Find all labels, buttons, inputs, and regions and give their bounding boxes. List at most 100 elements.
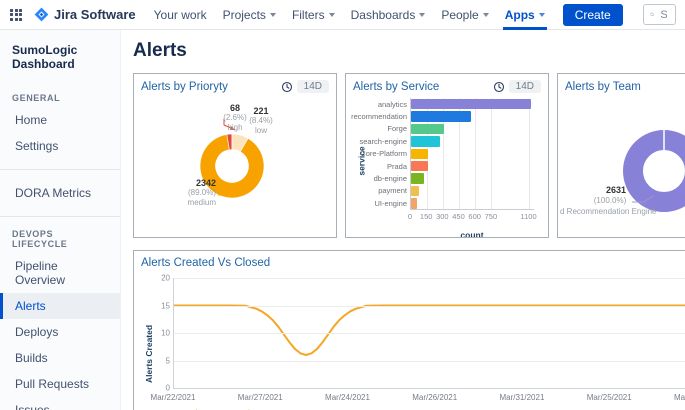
bar-row-analytics: analytics [378,98,534,110]
bar-row-db-engine: db-engine [374,172,534,184]
bar-track [411,123,534,135]
gridline [174,360,685,362]
bar-category-label: recommendation [351,112,407,122]
donut-slice-medium[interactable] [199,134,265,199]
bar-row-recommendation: recommendation [351,110,534,122]
x-tick-label: Mar/27/2021 [237,393,283,402]
topnav-item-projects[interactable]: Projects [215,0,284,30]
sidebar-divider [0,169,120,170]
series-line-alertscreated [174,306,685,356]
donut-slice-d-recommendation-engine[interactable] [623,130,685,212]
gridline [174,278,685,279]
topnav-menu: Your work Projects Filters Dashboards People… [146,0,553,30]
bar-row-core-platform: Core-Platform [360,148,534,160]
sidebar-item-dora-metrics[interactable]: DORA Metrics [15,186,92,200]
bar-row-payment: payment [378,185,534,197]
time-range-badge[interactable]: 14D [508,80,541,93]
bar-category-label: search-engine [359,136,407,146]
card-header: Alerts by Team 14D [558,74,685,95]
bar-row-ui-engine: UI-engine [374,197,534,209]
create-button[interactable]: Create [562,3,623,26]
x-tick-label: 0 [407,212,413,221]
card-alerts-by-team: Alerts by Team 14D 2631 (100.0%) d Recom… [557,73,685,238]
leader-line-medium [218,186,241,196]
topnav-item-filters[interactable]: Filters [284,0,343,30]
search-icon [650,12,654,17]
top-navigation-bar: Jira Software Your work Projects Filters Da… [0,0,685,30]
bar-track [411,160,534,172]
time-range-control[interactable]: 14D [281,80,329,93]
x-tick-label: Mar/30/2021 [673,393,685,402]
sidebar-section-header-devops-lifecycle: DEVOPS LIFECYCLE [12,229,68,249]
bar-track [411,111,534,122]
x-tick-label: Mar/26/2021 [412,393,458,402]
team-donut-chart [623,130,685,212]
card-header: Alerts by Service 14D [346,74,548,95]
bar-recommendation[interactable] [411,111,471,122]
topnav-item-apps[interactable]: Apps [497,0,553,30]
sidebar-item-pull-requests[interactable]: Pull Requests [15,377,90,391]
bar-track [411,198,534,209]
sidebar-item-pipeline-overview[interactable]: Pipeline Overview [15,259,66,287]
service-bar-chart: service analytics recommendation Forge sear… [346,98,548,237]
gridline [491,98,493,209]
chevron-down-icon [269,12,276,17]
time-range-control[interactable]: 14D [493,80,541,93]
bar-analytics[interactable] [411,98,531,110]
bar-category-label: db-engine [373,174,407,184]
time-range-badge[interactable]: 14D [296,80,329,93]
team-donut-slice-name: d Recommendation Engine [560,207,657,216]
sidebar-divider [0,216,120,217]
bar-payment[interactable] [411,185,420,197]
team-donut-value: 2631 [605,185,627,195]
x-tick-label: 600 [468,212,481,221]
card-header: Alerts by Prioryty 14D [134,74,336,95]
x-tick-label: Mar/22/2021 [150,393,196,402]
bar-track [411,98,534,110]
bar-track [411,173,534,184]
jira-logo[interactable]: Jira Software [34,7,136,22]
x-tick-label: Mar/25/2021 [586,393,632,402]
bar-chart-x-axis-label: count [460,230,484,238]
line-chart: Alerts Created 0 5 10 15 20 Mar/22/2021 Mar/2… [134,274,685,410]
main-content: Alerts Alerts by Prioryty 14D 68 (2.6%) … [121,30,685,410]
bar-search-engine[interactable] [411,136,440,147]
x-tick-label: 1100 [520,212,537,221]
bar-category-label: Core-Platform [360,149,407,159]
y-tick-label: 0 [165,383,170,393]
app-switcher-icon[interactable] [8,7,24,23]
chevron-down-icon [419,12,426,17]
search-box[interactable] [642,4,676,25]
search-input[interactable] [658,7,669,22]
card-header: Alerts Created Vs Closed [134,251,685,271]
topnav-item-people[interactable]: People [433,0,496,30]
sidebar-item-alerts[interactable]: Alerts [0,293,120,319]
x-tick-label: Mar/31/2021 [499,393,545,402]
sidebar-section-header-general: GENERAL [12,93,61,103]
sidebar-sections: GENERAL Home Settings DORA Metrics DEVOPS LI… [0,93,120,410]
bar-core-platform[interactable] [411,148,428,159]
bar-forge[interactable] [411,123,444,135]
gridline [174,333,685,334]
sidebar-item-issues[interactable]: Issues [15,403,50,410]
topnav-item-dashboards[interactable]: Dashboards [343,0,434,30]
bar-db-engine[interactable] [411,173,424,184]
card-alerts-by-service: Alerts by Service 14D service analytics r… [345,73,549,238]
card-title: Alerts by Prioryty [141,80,228,93]
sidebar-item-deploys[interactable]: Deploys [15,325,59,339]
sidebar-item-settings[interactable]: Settings [15,139,59,153]
sidebar-item-home[interactable]: Home [15,113,48,127]
topnav-item-your-work[interactable]: Your work [153,7,207,22]
bar-ui-engine[interactable] [411,198,417,209]
bar-prada[interactable] [411,160,428,172]
x-tick-label: 150 [419,212,433,221]
bar-category-label: payment [378,186,407,196]
y-tick-label: 15 [161,301,170,310]
donut-label-high: 68 (2.6%) high [223,103,247,132]
y-tick-label: 10 [161,328,170,338]
donut-label-low: 221 (8.4%) low [249,106,273,135]
card-alerts-created-vs-closed: Alerts Created Vs Closed Alerts Created … [133,250,685,410]
chevron-down-icon [482,12,489,17]
card-alerts-by-priority: Alerts by Prioryty 14D 68 (2.6%) high 22… [133,73,337,238]
sidebar-item-builds[interactable]: Builds [15,351,48,365]
